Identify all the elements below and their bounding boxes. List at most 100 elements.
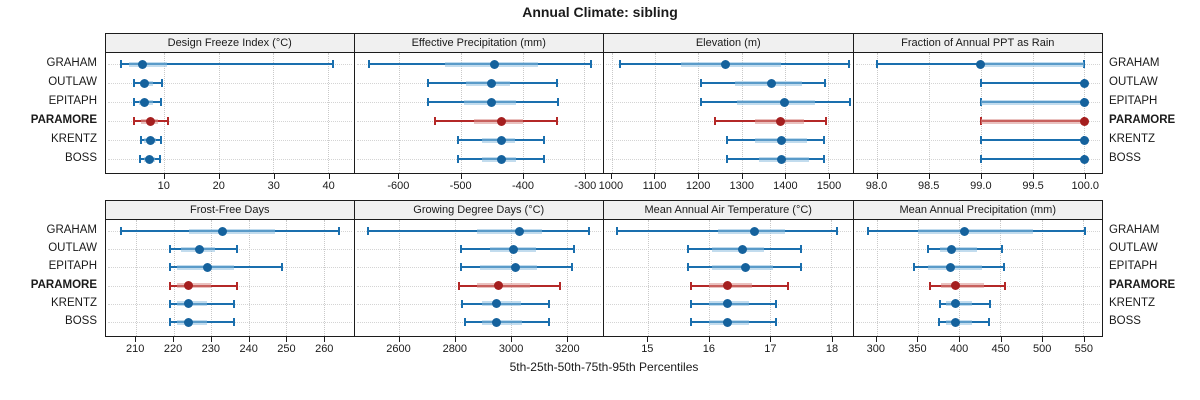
plot-area xyxy=(106,220,354,336)
row-label-left-krentz: KRENTZ xyxy=(51,133,97,145)
interval-5-95-boss xyxy=(980,158,1085,160)
panel-row-1: Frost-Free Days 210 220 230 240 250 260 Growing… xyxy=(105,200,1103,361)
axis-tick xyxy=(454,337,456,342)
vertical-gridline xyxy=(399,53,400,173)
axis-tick xyxy=(741,174,743,179)
interval-25-75-graham xyxy=(477,228,542,234)
horizontal-gridline xyxy=(108,159,352,160)
vertical-gridline xyxy=(566,220,568,336)
row-label-left-epitaph: EPITAPH xyxy=(48,260,97,273)
cap-95th-krentz xyxy=(160,136,163,144)
median-dot-epitaph xyxy=(945,262,955,272)
axis-tick xyxy=(928,174,930,179)
row-label-left-paramore: PARAMORE xyxy=(30,278,97,291)
plot-area xyxy=(853,53,1102,173)
panel-box: Mean Annual Precipitation (mm) xyxy=(852,200,1103,337)
axis-tick xyxy=(286,337,288,342)
axis-tick xyxy=(218,174,220,179)
median-dot-boss xyxy=(777,154,787,164)
interval-25-75-boss xyxy=(481,319,523,325)
median-dot-graham xyxy=(960,226,970,236)
cap-95th-graham xyxy=(836,227,839,235)
plot-area xyxy=(604,220,853,336)
median-dot-epitaph xyxy=(1079,97,1089,107)
cap-5th-krentz xyxy=(139,136,142,144)
cap-95th-paramore xyxy=(825,117,828,125)
x-axis: 2600 2800 3000 3200 xyxy=(354,337,605,361)
axis-tick-label: 300 xyxy=(866,343,885,355)
interval-25-75-epitaph xyxy=(927,264,983,270)
interval-25-75-paramore xyxy=(177,283,211,289)
axis-tick-label: 240 xyxy=(239,343,258,355)
axis-tick xyxy=(785,174,787,179)
axis-tick-label: -600 xyxy=(387,180,410,192)
vertical-gridline xyxy=(877,53,879,173)
median-dot-boss xyxy=(1079,154,1089,164)
median-dot-krentz xyxy=(492,299,502,309)
median-dot-graham xyxy=(490,59,500,69)
median-dot-boss xyxy=(492,317,502,327)
vertical-gridline xyxy=(399,220,401,336)
horizontal-gridline xyxy=(108,102,352,103)
cap-5th-krentz xyxy=(460,299,463,308)
x-axis: 98.0 98.5 99.0 99.5 100.0 xyxy=(853,174,1104,198)
strip-label: Mean Annual Precipitation (mm) xyxy=(853,201,1102,220)
cap-5th-graham xyxy=(367,227,370,235)
axis-tick xyxy=(1042,337,1044,342)
median-dot-outlaw xyxy=(509,244,519,254)
vertical-gridline xyxy=(709,220,711,336)
axis-tick-label: 20 xyxy=(212,180,225,192)
median-dot-epitaph xyxy=(510,262,520,272)
axis-tick-label: 10 xyxy=(157,180,170,192)
panel-elevation-m-: Elevation (m) 1000 1100 1200 1300 1400 1500 xyxy=(599,33,854,198)
axis-tick-label: 230 xyxy=(201,343,221,355)
interval-25-75-graham xyxy=(128,61,168,67)
cap-95th-graham xyxy=(588,227,591,235)
axis-tick xyxy=(273,174,275,179)
axis-tick xyxy=(875,337,877,342)
interval-5-95-krentz xyxy=(980,139,1085,141)
median-dot-paramore xyxy=(493,281,503,291)
vertical-gridline xyxy=(784,53,786,173)
cap-5th-epitaph xyxy=(912,263,915,272)
cap-95th-boss xyxy=(547,318,550,326)
row-label-left-outlaw: OUTLAW xyxy=(48,242,97,255)
vertical-gridline xyxy=(770,220,772,336)
axis-tick-label: 550 xyxy=(1074,343,1094,355)
median-dot-epitaph xyxy=(780,97,790,107)
median-dot-krentz xyxy=(722,299,732,309)
cap-95th-graham xyxy=(848,60,851,68)
median-dot-epitaph xyxy=(202,262,212,272)
axis-tick xyxy=(1083,337,1085,342)
x-axis: 210 220 230 240 250 260 xyxy=(105,337,355,361)
median-dot-epitaph xyxy=(741,262,751,272)
row-label-right-graham: GRAHAM xyxy=(1109,57,1160,69)
axis-tick-label: -500 xyxy=(449,180,472,192)
interval-25-75-paramore xyxy=(980,118,1085,124)
axis-tick xyxy=(398,337,400,342)
cap-95th-outlaw xyxy=(823,79,826,87)
axis-tick xyxy=(163,174,165,179)
axis-tick-label: 1200 xyxy=(685,180,711,192)
cap-5th-paramore xyxy=(713,117,716,125)
panel-box: Effective Precipitation (mm) xyxy=(353,33,604,174)
cap-95th-paramore xyxy=(166,117,169,125)
cap-5th-outlaw xyxy=(168,245,171,254)
horizontal-gridline xyxy=(855,102,1100,103)
vertical-gridline xyxy=(248,220,250,336)
axis-tick xyxy=(770,337,772,342)
axis-tick-label: 99.5 xyxy=(1022,180,1044,192)
cap-95th-krentz xyxy=(232,299,235,308)
cap-95th-outlaw xyxy=(1001,245,1004,254)
axis-tick xyxy=(567,337,569,342)
vertical-gridline xyxy=(1084,53,1086,173)
cap-95th-graham xyxy=(337,227,340,235)
median-dot-krentz xyxy=(777,135,787,145)
x-axis: 15 16 17 18 xyxy=(603,337,854,361)
vertical-gridline xyxy=(164,53,166,173)
axis-tick-label: 98.5 xyxy=(917,180,940,192)
cap-5th-epitaph xyxy=(132,98,135,106)
cap-5th-boss xyxy=(138,155,141,163)
strip-label: Design Freeze Index (°C) xyxy=(106,34,354,53)
median-dot-paramore xyxy=(776,116,786,126)
